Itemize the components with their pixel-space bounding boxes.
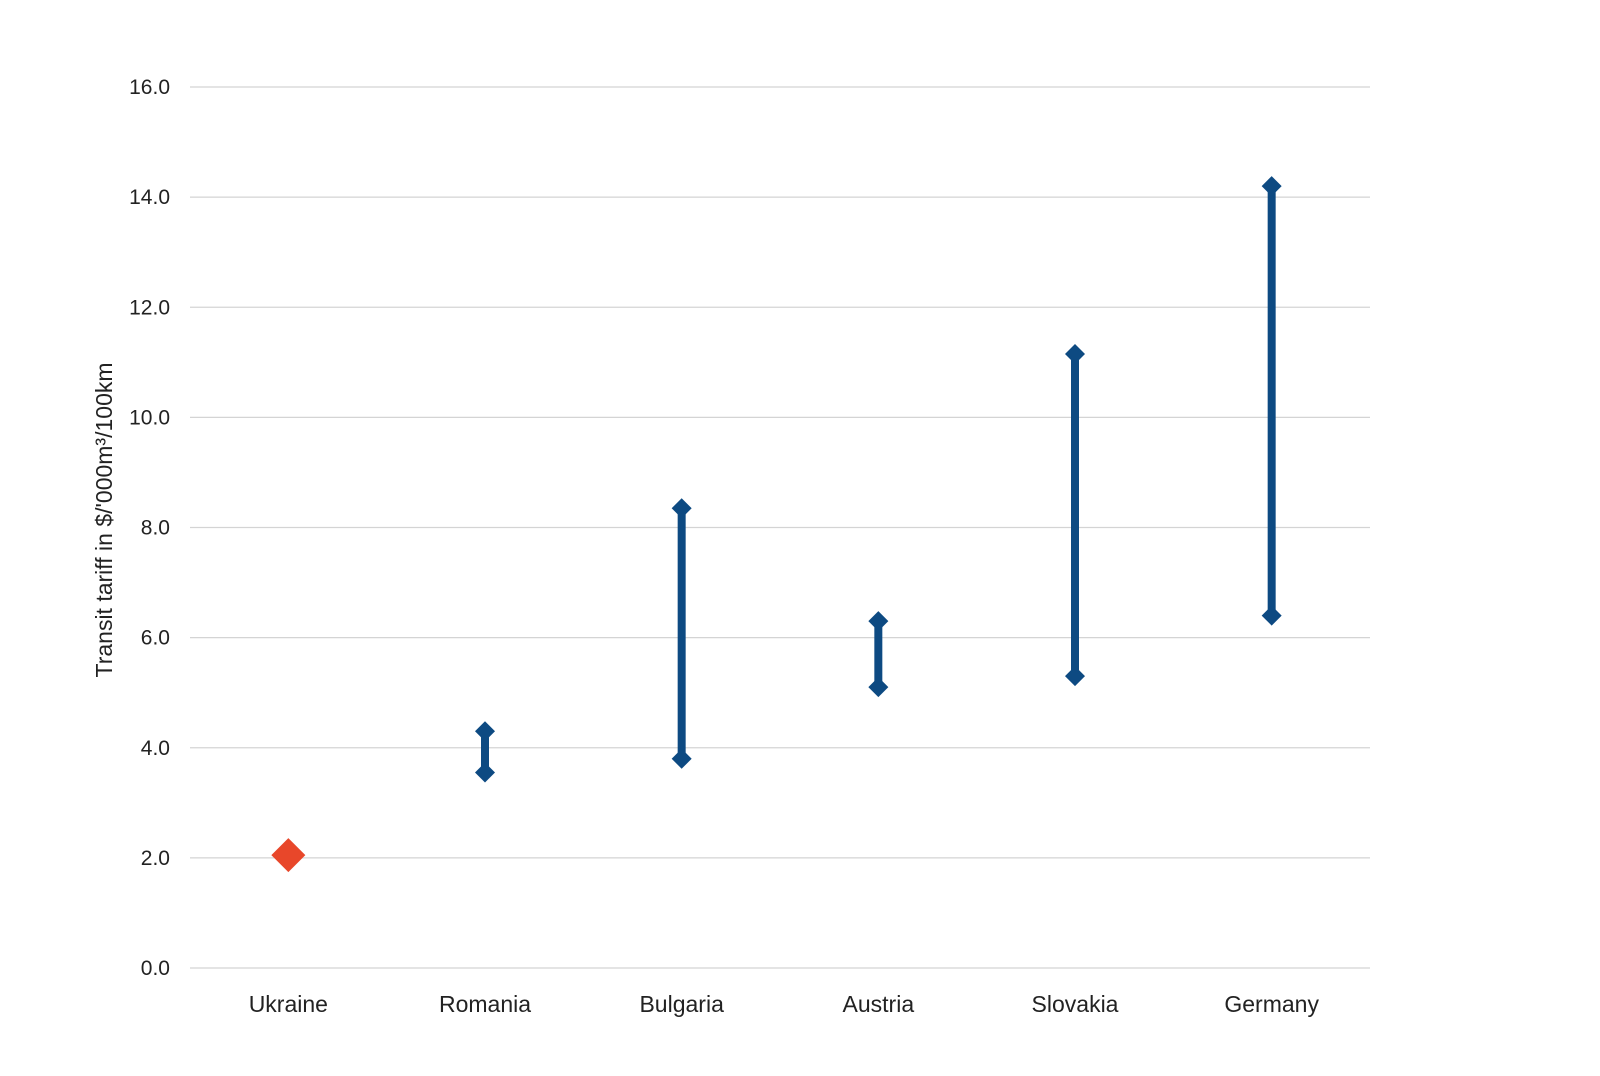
y-tick-label: 6.0	[141, 627, 170, 650]
y-axis-title: Transit tariff in $/'000m³/100km	[91, 362, 117, 677]
high-marker-romania	[475, 721, 495, 742]
point-ukraine	[271, 838, 306, 873]
x-axis: Ukraine Romania Bulgaria Austria Slovakia Ger…	[249, 991, 1320, 1017]
high-marker-slovakia	[1065, 344, 1085, 365]
data-marks	[271, 176, 1282, 873]
x-tick-label: Ukraine	[249, 991, 328, 1017]
x-tick-label: Slovakia	[1032, 991, 1119, 1017]
y-tick-label: 10.0	[129, 406, 170, 429]
y-axis: 0.0 2.0 4.0 6.0 8.0 10.0 12.0 14.0 16.0	[129, 76, 170, 980]
high-marker-austria	[868, 611, 889, 632]
high-marker-bulgaria	[671, 498, 692, 519]
x-tick-label: Romania	[439, 991, 531, 1017]
y-tick-label: 12.0	[129, 296, 170, 319]
low-marker-romania	[475, 762, 495, 783]
y-tick-label: 14.0	[129, 186, 170, 209]
y-tick-label: 16.0	[129, 76, 170, 99]
high-marker-germany	[1261, 176, 1282, 197]
gridlines	[190, 86, 1370, 969]
low-marker-slovakia	[1065, 666, 1085, 687]
y-tick-label: 4.0	[141, 737, 170, 760]
y-tick-label: 2.0	[141, 847, 170, 870]
x-tick-label: Austria	[843, 991, 915, 1017]
low-marker-austria	[868, 677, 889, 698]
y-tick-label: 8.0	[141, 517, 170, 540]
low-marker-germany	[1261, 605, 1282, 626]
x-tick-label: Bulgaria	[639, 991, 724, 1017]
x-tick-label: Germany	[1224, 991, 1319, 1017]
y-tick-label: 0.0	[141, 957, 170, 980]
low-marker-bulgaria	[671, 748, 692, 769]
